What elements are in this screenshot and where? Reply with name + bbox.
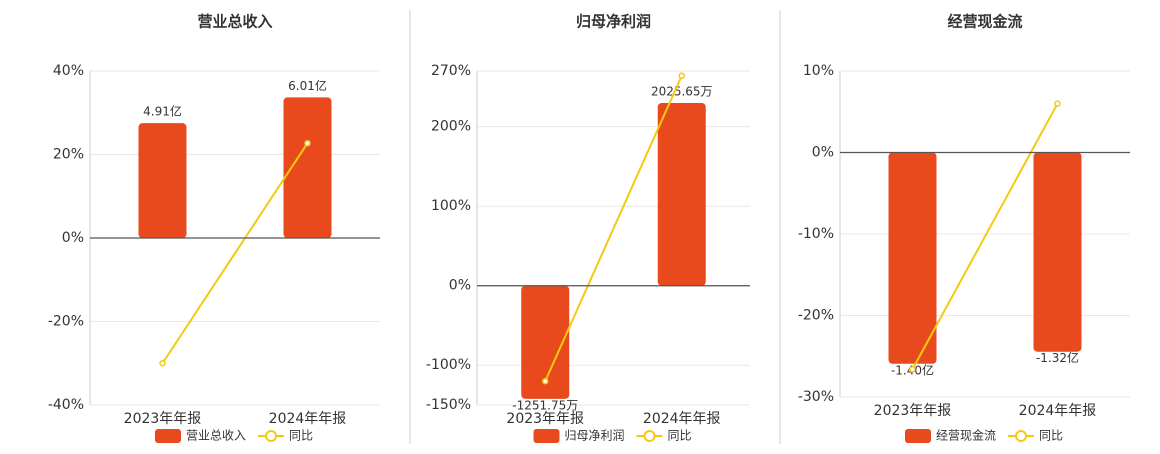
x-tick-label: 2023年年报 (506, 411, 584, 427)
bar (657, 102, 706, 286)
y-tick-label: 0% (449, 278, 471, 294)
value-label: 6.01亿 (288, 78, 327, 93)
legend-icon (643, 430, 656, 442)
line (911, 103, 1059, 370)
y-tick-label: -30% (798, 389, 834, 405)
legend-label: 同比 (289, 429, 313, 443)
y-tick-label: 10% (803, 63, 834, 79)
bar (1033, 152, 1082, 352)
chart-title: 归母净利润 (576, 13, 651, 31)
legend-icon (1015, 430, 1028, 442)
y-tick-label: -40% (48, 397, 84, 413)
legend-icon (155, 429, 181, 443)
y-tick-label: 0% (62, 230, 84, 246)
line-point (1054, 100, 1061, 107)
line-point (159, 360, 166, 367)
line (161, 142, 309, 364)
bar (888, 152, 937, 364)
line-point (542, 377, 549, 385)
legend-icon (533, 429, 560, 443)
y-tick-label: 20% (53, 147, 84, 163)
x-tick-label: 2023年年报 (124, 411, 202, 427)
bar (138, 123, 187, 238)
y-tick-label: -10% (798, 226, 834, 242)
legend-label: 营业总收入 (186, 429, 246, 443)
y-tick-label: 0% (812, 145, 834, 161)
x-tick-label: 2024年年报 (269, 411, 347, 427)
chart-title: 经营现金流 (947, 13, 1022, 31)
value-label: -1.32亿 (1036, 350, 1079, 365)
x-tick-label: 2024年年报 (643, 411, 721, 427)
legend-icon (265, 430, 278, 442)
y-tick-label: -20% (48, 314, 84, 330)
line-point (678, 72, 685, 80)
bar (283, 97, 332, 239)
bar (521, 285, 570, 399)
value-label: 4.91亿 (143, 104, 182, 119)
legend-label: 经营现金流 (936, 428, 996, 443)
chart-title: 营业总收入 (197, 13, 272, 31)
y-tick-label: -20% (798, 308, 834, 324)
line (544, 75, 683, 382)
y-tick-label: 100% (431, 198, 471, 214)
x-tick-label: 2024年年报 (1019, 403, 1097, 419)
y-tick-label: 40% (53, 63, 84, 79)
line-point (909, 366, 916, 373)
y-tick-label: -150% (426, 397, 471, 413)
y-tick-label: -100% (426, 357, 471, 373)
legend-label: 同比 (668, 429, 692, 443)
value-label: 2025.65万 (651, 84, 713, 98)
value-label: -1251.75万 (512, 398, 578, 412)
legend-icon (905, 429, 931, 443)
y-tick-label: 200% (431, 119, 471, 135)
y-tick-label: 270% (431, 63, 471, 79)
line-point (304, 139, 311, 147)
legend-label: 归母净利润 (565, 429, 625, 443)
legend-label: 同比 (1039, 429, 1063, 443)
x-tick-label: 2023年年报 (874, 403, 952, 419)
